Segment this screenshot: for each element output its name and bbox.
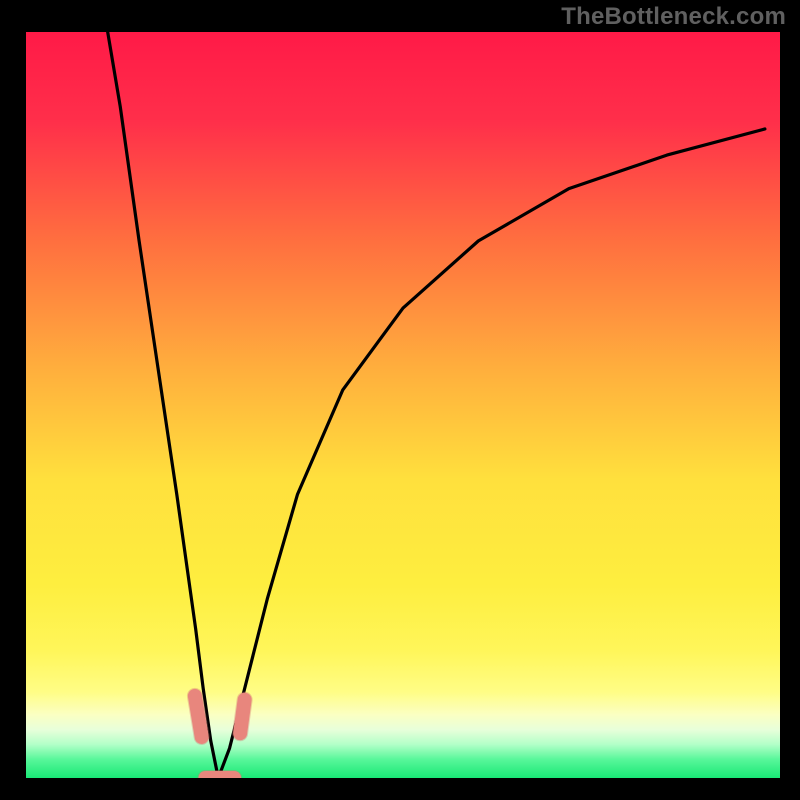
chart-svg (0, 0, 800, 800)
chart-frame: TheBottleneck.com (0, 0, 800, 800)
marker-capsule (195, 696, 202, 737)
gradient-bg (26, 32, 780, 778)
marker-capsule (240, 700, 245, 734)
